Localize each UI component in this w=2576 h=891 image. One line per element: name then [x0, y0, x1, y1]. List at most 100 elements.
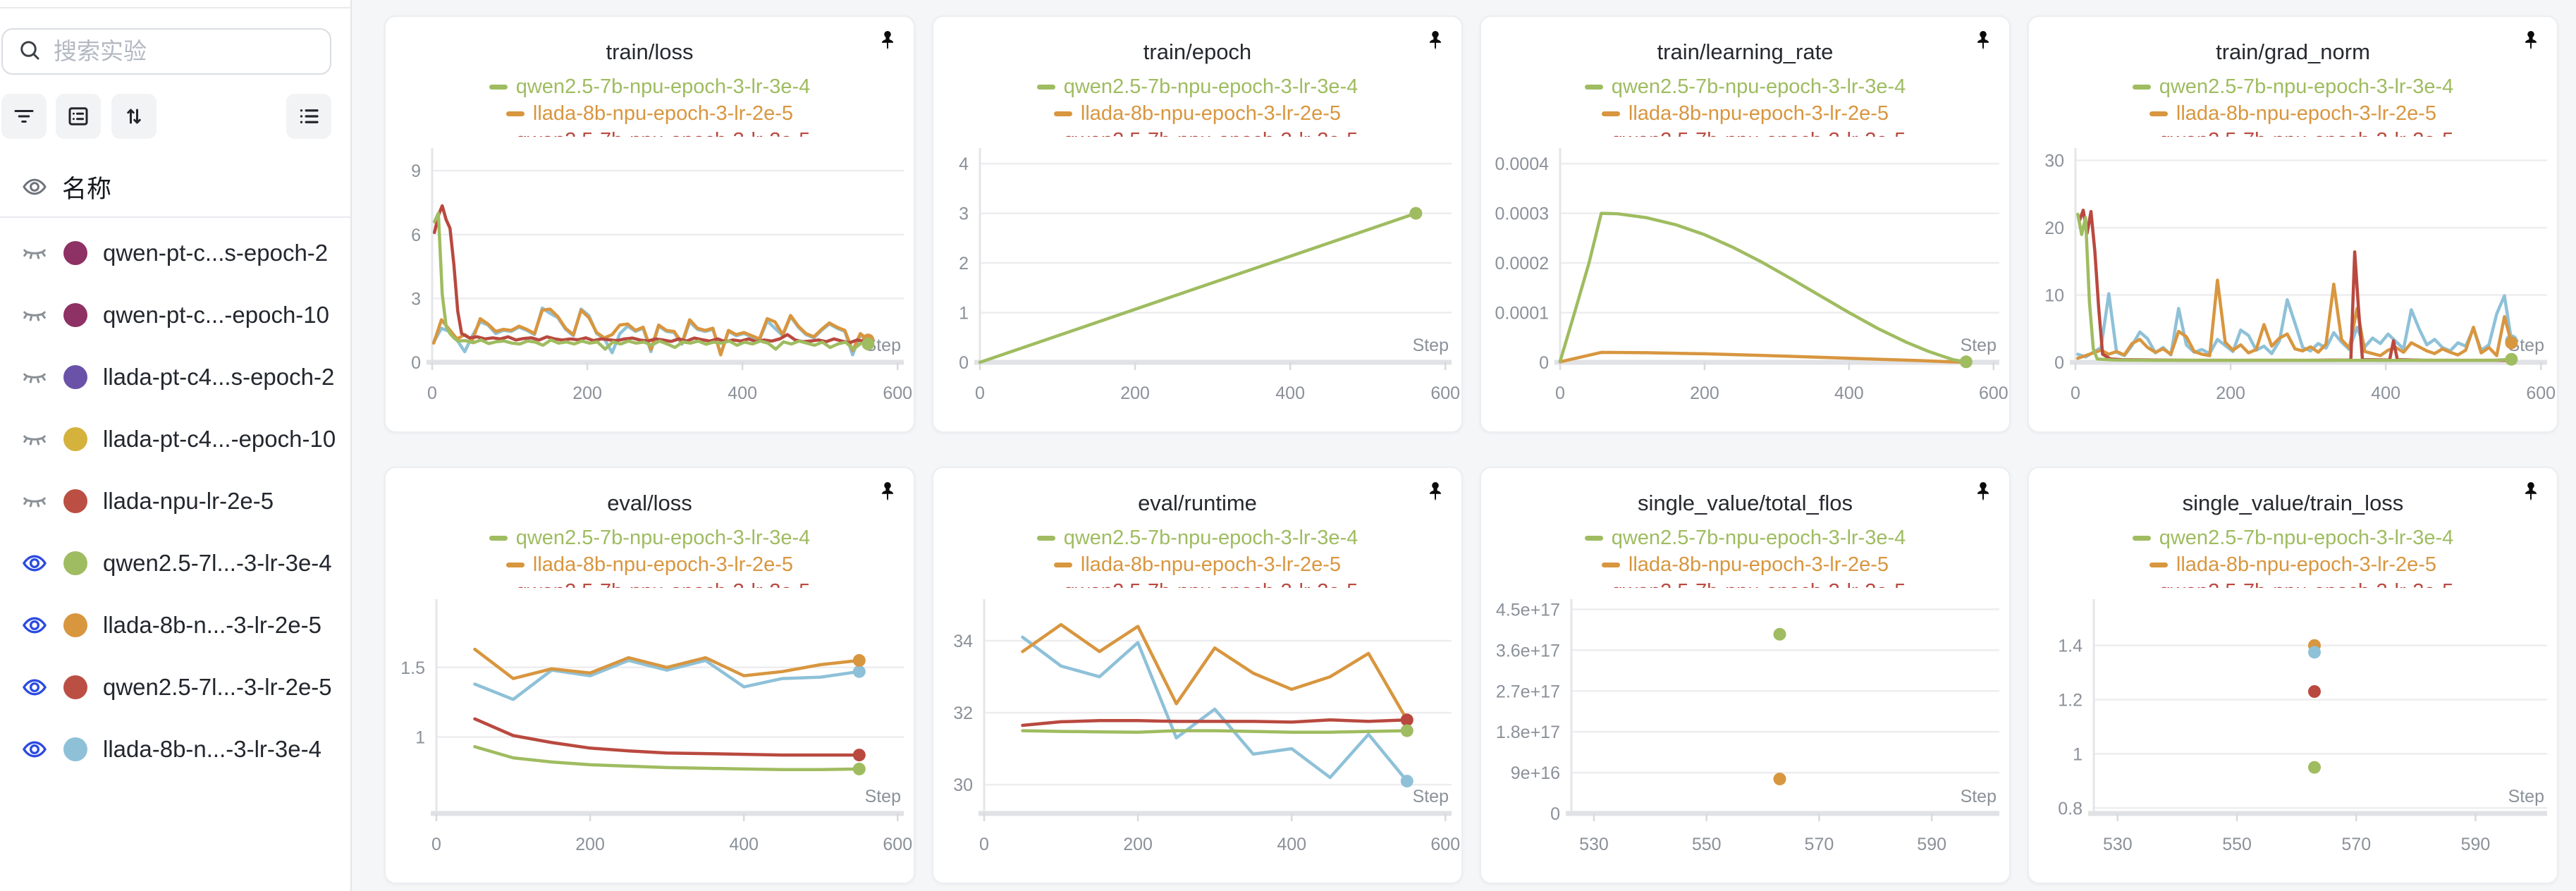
chart-title: eval/runtime	[1138, 491, 1257, 515]
svg-text:1.2: 1.2	[2058, 691, 2083, 711]
legend-entry[interactable]: qwen2.5-7b-npu-epoch-3-lr-3e-4	[933, 524, 1461, 551]
chart-plot[interactable]: 0 1 2 3 4 0 200 400 600 Step	[933, 138, 1463, 413]
legend-entry[interactable]: qwen2.5-7b-npu-epoch-3-lr-2e-5	[933, 127, 1461, 137]
chart-plot[interactable]: 30 32 34 0 200 400 600 Step	[933, 589, 1463, 864]
filter-button[interactable]	[1, 94, 47, 139]
legend-entry-clipped: qwen2.5-7b-npu-epoch-3-lr-2e-5	[1481, 578, 2009, 589]
chart-plot[interactable]: 1 1.5 0 200 400 600 Step	[386, 589, 915, 864]
legend-entry[interactable]: qwen2.5-7b-npu-epoch-3-lr-3e-4	[2029, 524, 2557, 551]
experiment-name: llada-pt-c4...s-epoch-2	[103, 364, 335, 390]
chart-plot[interactable]: 0 9e+16 1.8e+17 2.7e+17 3.6e+17 4.5e+17 530 550…	[1481, 589, 2011, 864]
search-input[interactable]	[52, 37, 316, 66]
legend-entry[interactable]: llada-8b-npu-epoch-3-lr-2e-5	[933, 551, 1461, 578]
svg-text:1: 1	[959, 304, 969, 324]
legend-label: qwen2.5-7b-npu-epoch-3-lr-3e-4	[2159, 526, 2454, 549]
legend-entry[interactable]: qwen2.5-7b-npu-epoch-3-lr-2e-5	[1481, 578, 2009, 589]
legend-dash-icon	[1584, 84, 1603, 90]
chart-legend: qwen2.5-7b-npu-epoch-3-lr-3e-4 llada-8b-n…	[933, 524, 1461, 588]
legend-dash-icon	[489, 535, 508, 541]
pin-icon[interactable]	[2520, 28, 2541, 52]
legend-entry[interactable]: llada-8b-npu-epoch-3-lr-2e-5	[2029, 100, 2557, 127]
svg-text:2: 2	[959, 254, 969, 274]
chart-title: single_value/train_loss	[2182, 491, 2404, 515]
pin-icon[interactable]	[1973, 479, 1994, 503]
legend-entry[interactable]: llada-8b-npu-epoch-3-lr-2e-5	[2029, 551, 2557, 578]
svg-text:0: 0	[427, 383, 437, 403]
legend-entry[interactable]: qwen2.5-7b-npu-epoch-3-lr-3e-4	[1481, 524, 2009, 551]
legend-entry[interactable]: qwen2.5-7b-npu-epoch-3-lr-3e-4	[386, 73, 914, 100]
legend-entry[interactable]: qwen2.5-7b-npu-epoch-3-lr-2e-5	[2029, 127, 2557, 137]
eye-open-icon[interactable]	[21, 550, 48, 577]
experiment-row[interactable]: llada-pt-c4...s-epoch-2	[0, 346, 350, 408]
legend-entry[interactable]: qwen2.5-7b-npu-epoch-3-lr-2e-5	[933, 578, 1461, 589]
experiment-name: llada-pt-c4...-epoch-10	[103, 426, 336, 452]
legend-entry[interactable]: qwen2.5-7b-npu-epoch-3-lr-2e-5	[386, 127, 914, 137]
eye-closed-icon[interactable]	[21, 426, 48, 453]
pin-icon[interactable]	[1973, 28, 1994, 52]
experiment-row[interactable]: qwen-pt-c...s-epoch-2	[0, 222, 350, 284]
chart-plot[interactable]: 0.8 1 1.2 1.4 530 550 570 590 Step	[2029, 589, 2558, 864]
experiment-row[interactable]: qwen-pt-c...-epoch-10	[0, 284, 350, 346]
chart-plot[interactable]: 0 0.0001 0.0002 0.0003 0.0004 0 200 400 600 Step	[1481, 138, 2011, 413]
legend-entry[interactable]: qwen2.5-7b-npu-epoch-3-lr-2e-5	[2029, 578, 2557, 589]
eye-closed-icon[interactable]	[21, 302, 48, 328]
experiment-search[interactable]	[1, 28, 331, 75]
legend-entry[interactable]: qwen2.5-7b-npu-epoch-3-lr-3e-4	[2029, 73, 2557, 100]
svg-text:550: 550	[1692, 835, 1722, 854]
chart-legend: qwen2.5-7b-npu-epoch-3-lr-3e-4 llada-8b-n…	[2029, 73, 2557, 137]
pin-icon[interactable]	[877, 28, 898, 52]
legend-entry-clipped: qwen2.5-7b-npu-epoch-3-lr-2e-5	[933, 127, 1461, 137]
experiment-row[interactable]: qwen2.5-7l...-3-lr-3e-4	[0, 532, 350, 594]
legend-label: qwen2.5-7b-npu-epoch-3-lr-2e-5	[1612, 580, 1906, 589]
eye-open-icon[interactable]	[21, 612, 48, 639]
svg-text:4: 4	[959, 154, 969, 174]
pin-icon[interactable]	[877, 479, 898, 503]
chart-card: single_value/train_loss qwen2.5-7b-npu-ep…	[2028, 467, 2558, 884]
view-list-button[interactable]	[286, 94, 331, 139]
svg-text:0: 0	[1555, 383, 1565, 403]
legend-dash-icon	[2132, 84, 2151, 90]
svg-text:1.8e+17: 1.8e+17	[1496, 723, 1560, 742]
legend-entry[interactable]: qwen2.5-7b-npu-epoch-3-lr-2e-5	[1481, 127, 2009, 137]
experiment-row[interactable]: llada-8b-n...-3-lr-3e-4	[0, 718, 350, 780]
name-column-header[interactable]: 名称	[21, 169, 111, 204]
experiment-row[interactable]: llada-8b-n...-3-lr-2e-5	[0, 594, 350, 656]
svg-text:590: 590	[1917, 835, 1946, 854]
legend-entry[interactable]: llada-8b-npu-epoch-3-lr-2e-5	[933, 100, 1461, 127]
legend-entry[interactable]: qwen2.5-7b-npu-epoch-3-lr-3e-4	[1481, 73, 2009, 100]
pin-icon[interactable]	[1425, 28, 1446, 52]
legend-entry[interactable]: llada-8b-npu-epoch-3-lr-2e-5	[1481, 100, 2009, 127]
sort-icon	[127, 109, 141, 124]
legend-entry[interactable]: llada-8b-npu-epoch-3-lr-2e-5	[1481, 551, 2009, 578]
legend-entry[interactable]: qwen2.5-7b-npu-epoch-3-lr-3e-4	[386, 524, 914, 551]
experiment-row[interactable]: llada-npu-lr-2e-5	[0, 470, 350, 532]
pin-icon[interactable]	[2520, 479, 2541, 503]
legend-label: qwen2.5-7b-npu-epoch-3-lr-3e-4	[1063, 75, 1358, 98]
sort-button[interactable]	[111, 94, 157, 139]
eye-closed-icon[interactable]	[21, 488, 48, 515]
eye-closed-icon[interactable]	[21, 364, 48, 391]
columns-button[interactable]	[56, 94, 101, 139]
legend-dash-icon	[1053, 111, 1072, 116]
svg-text:400: 400	[728, 383, 757, 403]
svg-text:Step: Step	[1413, 336, 1449, 355]
experiment-row[interactable]: llada-pt-c4...-epoch-10	[0, 408, 350, 470]
experiment-row[interactable]: qwen2.5-7l...-3-lr-2e-5	[0, 656, 350, 718]
legend-entry[interactable]: llada-8b-npu-epoch-3-lr-2e-5	[386, 100, 914, 127]
legend-entry[interactable]: llada-8b-npu-epoch-3-lr-2e-5	[386, 551, 914, 578]
eye-closed-icon[interactable]	[21, 240, 48, 266]
legend-dash-icon	[2149, 111, 2168, 116]
legend-label: llada-8b-npu-epoch-3-lr-2e-5	[1080, 102, 1342, 125]
legend-entry-clipped: qwen2.5-7b-npu-epoch-3-lr-2e-5	[2029, 578, 2557, 589]
svg-text:200: 200	[575, 835, 605, 854]
legend-entry[interactable]: qwen2.5-7b-npu-epoch-3-lr-2e-5	[386, 578, 914, 589]
legend-entry[interactable]: qwen2.5-7b-npu-epoch-3-lr-3e-4	[933, 73, 1461, 100]
chart-legend: qwen2.5-7b-npu-epoch-3-lr-3e-4 llada-8b-n…	[933, 73, 1461, 137]
eye-open-icon[interactable]	[21, 674, 48, 701]
pin-icon[interactable]	[1425, 479, 1446, 503]
eye-open-icon[interactable]	[21, 736, 48, 763]
svg-text:200: 200	[2216, 383, 2245, 403]
legend-label: qwen2.5-7b-npu-epoch-3-lr-3e-4	[1611, 526, 1906, 549]
